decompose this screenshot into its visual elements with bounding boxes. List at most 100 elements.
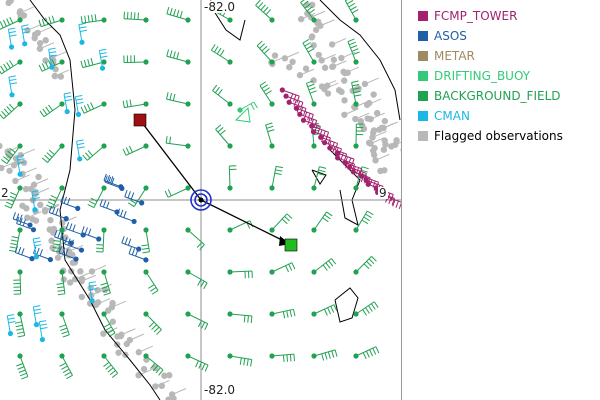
barb-feather	[1, 110, 7, 117]
barb-feather	[7, 317, 15, 320]
background-wind-barb	[256, 40, 275, 65]
station-dot	[17, 311, 23, 317]
barb-feather	[45, 106, 51, 113]
flagged-observation-barb	[27, 211, 42, 219]
station-dot	[321, 140, 328, 146]
barb-feather	[176, 52, 180, 60]
barb-feather	[111, 177, 115, 185]
flagged-observation-barb	[103, 327, 118, 335]
barb-feather	[39, 323, 47, 326]
flagged-observation	[286, 64, 293, 71]
legend-item-background-field[interactable]: BACKGROUND_FIELD	[418, 86, 598, 106]
barb-feather	[351, 48, 359, 52]
station-dot	[363, 177, 369, 183]
barb-feather	[109, 370, 116, 376]
legend-item-metar[interactable]: METAR	[418, 46, 598, 66]
asos-wind-barb	[121, 236, 142, 252]
barb-feather	[351, 80, 359, 83]
background-wind-barb	[166, 92, 191, 107]
background-wind-barb	[141, 227, 150, 254]
barb-feather	[33, 305, 41, 308]
barb-feather	[10, 239, 18, 242]
station-dot	[185, 59, 191, 65]
flagged-observation	[60, 276, 68, 283]
flagged-observation	[37, 201, 44, 209]
legend-item-fcmp-tower[interactable]: FCMP_TOWER	[418, 6, 598, 26]
legend-item-drifting-buoy[interactable]: DRIFTING_BUOY	[418, 66, 598, 86]
barb-feather	[57, 293, 65, 296]
barb-feather	[4, 204, 12, 209]
station-dot	[17, 59, 23, 65]
barb-feather	[203, 282, 208, 290]
cman-wind-barb	[21, 24, 30, 47]
station-dot	[59, 59, 65, 65]
barb-feather	[253, 101, 258, 109]
barb-feather	[87, 58, 90, 66]
barb-feather	[12, 212, 16, 220]
barb-feather	[9, 34, 17, 37]
barb-feather	[8, 103, 15, 110]
station-dot	[101, 311, 107, 317]
map-canvas[interactable]	[0, 0, 402, 400]
island-outline	[311, 169, 327, 185]
barb-feather	[107, 176, 112, 184]
barb-feather	[17, 366, 25, 370]
station-dot	[27, 222, 33, 228]
barb-feather	[215, 124, 222, 130]
background-wind-barb	[269, 165, 283, 191]
barb-feather	[9, 147, 16, 153]
barb-feather	[373, 301, 379, 308]
barb-feather	[217, 89, 223, 96]
legend-label: FCMP_TOWER	[434, 9, 518, 23]
station-dot	[286, 99, 292, 105]
background-wind-barb	[227, 220, 254, 233]
station-dot	[279, 87, 285, 93]
barb-feather	[80, 60, 84, 68]
barb-feather	[79, 26, 87, 29]
barb-feather	[33, 308, 41, 311]
storm-track[interactable]	[133, 113, 298, 252]
legend-item-flagged-observations[interactable]: Flagged observations	[418, 126, 598, 146]
flagged-observation	[140, 365, 148, 373]
background-wind-barb	[59, 353, 73, 380]
barb-feather	[64, 371, 72, 377]
station-dot	[311, 143, 317, 149]
legend-item-cman[interactable]: CMAN	[418, 106, 598, 126]
station-dot	[75, 205, 81, 211]
wind-observation-map[interactable]: -82.0 -82.0 2 9	[0, 0, 402, 400]
barb-staff	[365, 179, 384, 187]
barb-feather	[307, 117, 311, 125]
station-dot	[17, 17, 23, 23]
legend-item-asos[interactable]: ASOS	[418, 26, 598, 46]
barb-feather	[392, 199, 396, 207]
barb-feather	[64, 95, 72, 98]
barb-staff	[211, 49, 231, 63]
island-outline	[211, 7, 246, 41]
selected-center-dot	[198, 197, 204, 203]
barb-staff	[121, 242, 139, 250]
barb-feather	[200, 280, 205, 288]
barb-feather	[127, 191, 131, 199]
barb-feather	[77, 142, 85, 146]
barb-feather	[16, 328, 24, 331]
flagged-observation	[10, 162, 18, 169]
flagged-observation	[6, 167, 13, 174]
flagged-observation-barb	[324, 82, 339, 90]
barb-feather	[367, 210, 374, 216]
flagged-observation	[289, 58, 296, 66]
background-wind-barb	[311, 211, 333, 233]
flagged-observation-barb	[355, 112, 370, 120]
background-wind-barb	[39, 101, 65, 118]
background-wind-barb	[13, 269, 23, 295]
flagged-observation-barb	[20, 148, 35, 156]
barb-feather	[265, 90, 272, 95]
barb-feather	[395, 200, 399, 208]
station-dot	[311, 59, 317, 65]
barb-feather	[83, 59, 87, 67]
barb-feather	[48, 47, 56, 50]
barb-feather	[102, 289, 110, 293]
asos-wind-barb	[54, 230, 75, 246]
barb-feather	[3, 108, 10, 115]
barb-feather	[110, 176, 114, 184]
barb-feather	[274, 172, 282, 176]
